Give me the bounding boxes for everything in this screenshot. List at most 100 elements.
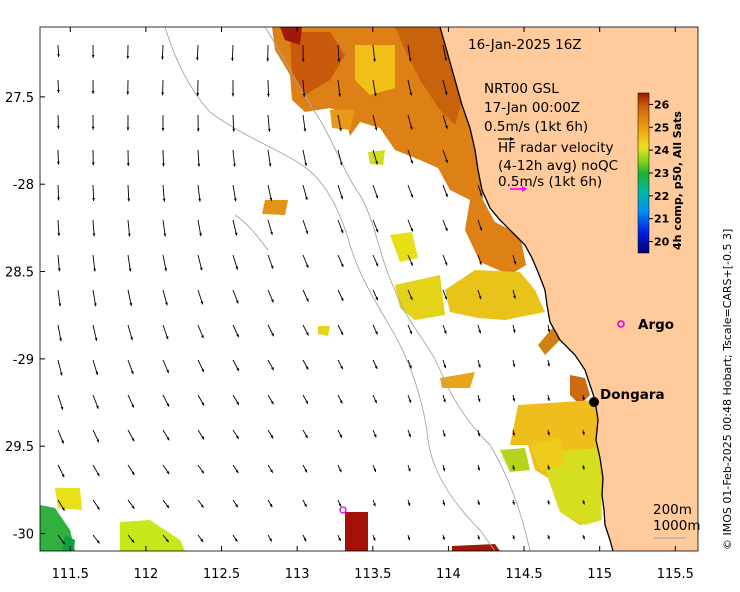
- dongara-label: Dongara: [600, 387, 665, 403]
- current-arrow-head: [445, 159, 448, 163]
- current-arrow-head: [269, 197, 273, 201]
- current-arrow-head: [236, 367, 239, 371]
- current-arrow-head: [235, 504, 238, 508]
- x-tick-label: 114: [436, 567, 461, 582]
- current-arrow-head: [374, 365, 378, 369]
- current-arrow-head: [443, 364, 447, 369]
- current-arrow-head: [375, 161, 378, 165]
- current-arrow-head: [96, 506, 100, 510]
- x-tick-label: 111.5: [52, 567, 89, 582]
- current-arrow-head: [340, 331, 344, 336]
- current-arrow-head: [340, 365, 343, 370]
- current-arrow-head: [234, 538, 238, 542]
- current-arrow-head: [235, 300, 239, 304]
- current-arrow-head: [59, 372, 63, 376]
- current-arrow-head: [513, 261, 517, 265]
- current-arrow-head: [582, 466, 585, 470]
- argo-float-marker-2: [339, 506, 347, 514]
- current-arrow-head: [305, 196, 308, 201]
- current-arrow-head: [512, 432, 516, 436]
- current-arrow-head: [197, 163, 201, 167]
- current-arrow-head: [512, 536, 515, 540]
- current-arrow-head: [408, 433, 411, 438]
- current-arrow-head: [444, 91, 448, 95]
- current-arrow-head: [479, 193, 483, 197]
- current-arrow-head: [442, 502, 446, 506]
- current-arrow-head: [127, 233, 131, 237]
- current-arrow-head: [582, 501, 585, 505]
- current-arrow-head: [512, 329, 516, 333]
- current-arrow-head: [166, 437, 170, 441]
- current-arrow-head: [547, 536, 550, 540]
- radar-velocity-label: HF radar velocity (4-12h avg) noQC 0.5m/…: [498, 140, 618, 192]
- current-arrow-head: [271, 299, 274, 303]
- current-arrow-head: [305, 400, 308, 404]
- colorbar-tick-label: 23: [654, 167, 669, 180]
- current-arrow-head: [91, 162, 95, 166]
- current-arrow-head: [199, 267, 203, 271]
- current-arrow-head: [375, 195, 379, 199]
- current-arrow-head: [340, 263, 344, 267]
- current-arrow-head: [92, 233, 96, 237]
- current-arrow-head: [477, 398, 481, 402]
- current-arrow-head: [305, 366, 309, 370]
- colorbar-ticks: 26 25 24 23 22 21 20: [649, 98, 670, 249]
- current-arrow-head: [161, 56, 164, 60]
- current-arrow-head: [200, 538, 204, 542]
- current-arrow-head: [236, 401, 239, 405]
- current-arrow-head: [127, 198, 131, 202]
- current-arrow-head: [443, 330, 447, 334]
- current-arrow-head: [131, 471, 135, 475]
- current-arrow-head: [200, 301, 204, 305]
- current-arrow-head: [201, 368, 204, 372]
- current-arrow-head: [57, 90, 60, 93]
- current-arrow-head: [91, 90, 95, 94]
- current-arrow-head: [270, 265, 274, 269]
- current-arrow-head: [231, 93, 235, 97]
- current-arrow-head: [373, 93, 377, 97]
- y-tick-label: 29.5: [5, 440, 34, 455]
- current-arrow-head: [407, 537, 411, 541]
- current-arrow-head: [56, 125, 60, 129]
- current-arrow-head: [409, 126, 413, 130]
- x-tick-label: 113: [285, 567, 310, 582]
- current-arrow-head: [270, 469, 273, 473]
- current-arrow-head: [57, 161, 60, 165]
- colorbar-tick-label: 20: [654, 236, 670, 249]
- y-tick-label: -30: [13, 528, 34, 543]
- model-current-arrows: [56, 44, 586, 545]
- current-arrow-head: [162, 163, 165, 167]
- current-arrow-head: [268, 163, 272, 167]
- current-arrow-head: [479, 227, 483, 231]
- current-arrow-head: [339, 162, 343, 166]
- current-arrow-head: [372, 537, 376, 541]
- current-arrow-head: [131, 539, 135, 543]
- current-arrow-head: [479, 261, 482, 265]
- current-arrow-head: [270, 401, 274, 405]
- current-arrow-head: [271, 333, 274, 337]
- current-arrow-head: [409, 296, 413, 300]
- current-arrow-head: [166, 470, 170, 475]
- current-arrow-head: [201, 335, 204, 339]
- current-arrow-head: [96, 540, 100, 544]
- current-arrow-head: [582, 431, 585, 436]
- current-arrow-head: [200, 504, 204, 508]
- model-current-label: NRT00 GSL 17-Jan 00:00Z 0.5m/s (1kt 6h): [484, 81, 588, 141]
- current-arrow-head: [161, 128, 165, 131]
- current-arrow-head: [165, 336, 169, 340]
- depth-legend-200m: 200m: [653, 502, 692, 518]
- current-arrow-head: [339, 128, 342, 132]
- x-tick-label: 115.5: [657, 567, 694, 582]
- current-arrow-head: [162, 198, 166, 202]
- current-arrow-head: [409, 92, 413, 96]
- current-arrow-head: [95, 371, 99, 375]
- current-arrow-head: [410, 194, 414, 198]
- current-arrow-head: [304, 162, 308, 166]
- map-timestamp: 16-Jan-2025 16Z: [468, 37, 582, 53]
- model-label-name: NRT00 GSL: [484, 81, 559, 97]
- current-arrow-head: [303, 128, 307, 132]
- current-arrow-head: [267, 93, 270, 97]
- current-arrow-head: [444, 296, 447, 300]
- current-arrow-head: [128, 268, 132, 272]
- current-arrow-head: [340, 297, 344, 301]
